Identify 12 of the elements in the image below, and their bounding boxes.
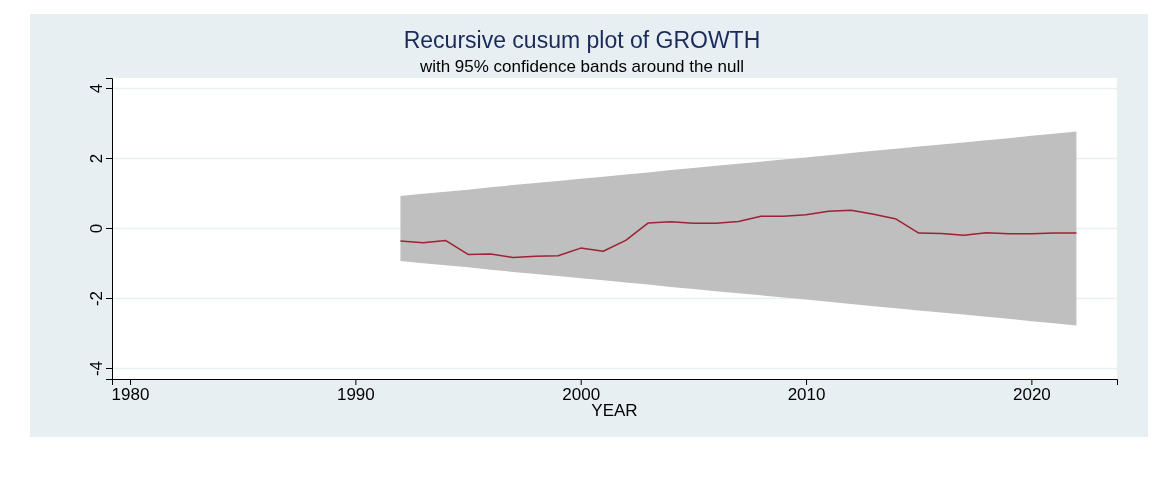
line-series xyxy=(399,209,1078,259)
chart-title: Recursive cusum plot of GROWTH xyxy=(403,27,761,53)
x-tick-label: 2020 xyxy=(1012,385,1051,405)
chart-subtitle: with 95% confidence bands around the null xyxy=(418,57,745,76)
y-tick-label: 0 xyxy=(86,223,106,234)
y-tick-label: -2 xyxy=(86,290,106,307)
y-tick-label: 2 xyxy=(86,153,106,164)
x-tick-label: 1980 xyxy=(111,385,150,405)
y-tick-label: 4 xyxy=(86,83,106,94)
x-tick-label: 1990 xyxy=(336,385,375,405)
y-tick-label: -4 xyxy=(86,360,106,377)
x-tick-label: 2010 xyxy=(787,385,826,405)
